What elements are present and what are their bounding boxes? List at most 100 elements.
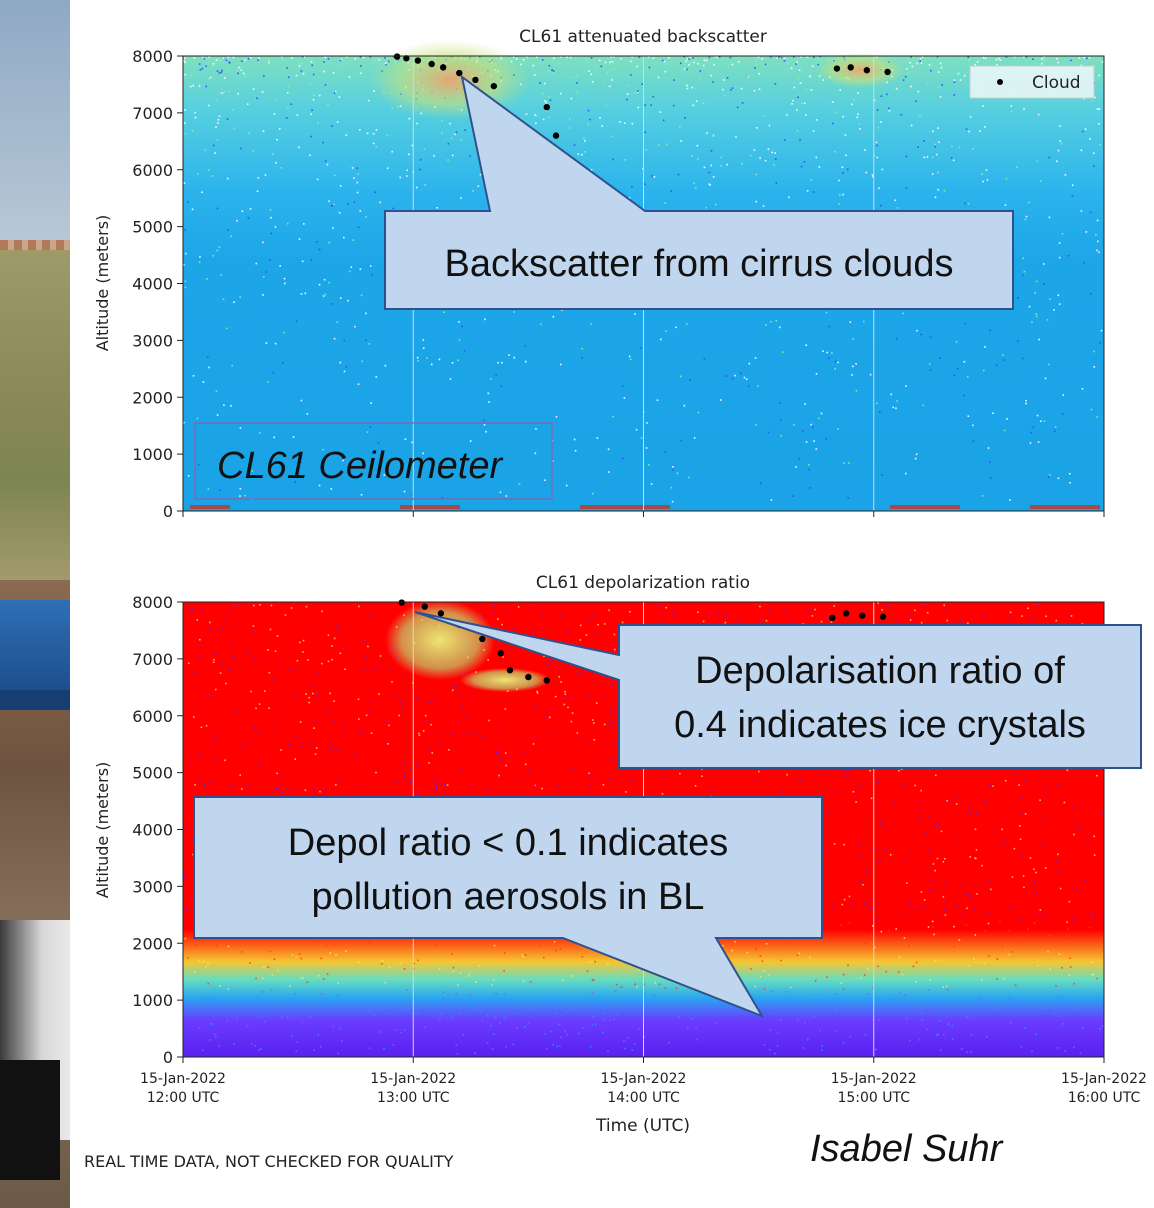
speckle [1046, 319, 1049, 321]
speckle [553, 732, 555, 734]
speckle [820, 620, 823, 623]
speckle [195, 754, 198, 757]
speckle [316, 178, 319, 181]
speckle [192, 837, 194, 840]
speckle [321, 610, 323, 613]
speckle [1034, 881, 1036, 884]
speckle [343, 730, 346, 732]
speckle [967, 415, 970, 417]
speckle [660, 621, 663, 623]
speckle [670, 190, 673, 192]
speckle [379, 655, 382, 657]
speckle [709, 184, 711, 186]
speckle [419, 168, 421, 171]
cloud-marker [490, 82, 498, 90]
cloud-marker [543, 677, 550, 684]
speckle [631, 122, 634, 125]
speckle [621, 621, 624, 624]
legend-cloud-label: Cloud [1032, 73, 1081, 93]
speckle [613, 67, 616, 69]
speckle [212, 144, 215, 147]
speckle [814, 999, 817, 1001]
speckle [1011, 876, 1014, 878]
surface-return [890, 505, 960, 509]
speckle [332, 943, 335, 946]
speckle [194, 711, 197, 713]
speckle [214, 738, 217, 740]
speckle [695, 187, 697, 189]
speckle [603, 623, 606, 625]
speckle [198, 609, 201, 612]
speckle [227, 945, 230, 948]
speckle [979, 130, 981, 132]
speckle [186, 827, 188, 829]
speckle [342, 648, 345, 650]
speckle [193, 970, 196, 973]
speckle [675, 987, 678, 990]
speckle [286, 222, 289, 225]
speckle [407, 1007, 410, 1010]
speckle [312, 98, 315, 101]
speckle [760, 482, 762, 485]
speckle [637, 1028, 640, 1030]
speckle [759, 975, 762, 978]
speckle [572, 76, 574, 79]
speckle [232, 56, 235, 59]
speckle [705, 59, 708, 62]
speckle [1011, 950, 1014, 953]
speckle [298, 65, 301, 67]
speckle [312, 719, 315, 722]
speckle [611, 1004, 614, 1007]
speckle [847, 462, 850, 464]
speckle [184, 109, 186, 111]
speckle [788, 196, 790, 199]
speckle [928, 363, 931, 365]
speckle [1086, 833, 1089, 835]
speckle [715, 1021, 717, 1024]
speckle [1096, 774, 1098, 777]
speckle [370, 273, 373, 276]
speckle [722, 88, 724, 91]
speckle [952, 159, 955, 162]
speckle [393, 695, 395, 698]
speckle [280, 775, 283, 778]
speckle [599, 116, 601, 119]
speckle [1092, 973, 1094, 976]
speckle [184, 61, 186, 64]
speckle [645, 447, 648, 449]
speckle [201, 56, 204, 58]
speckle [792, 99, 794, 102]
speckle [505, 764, 507, 767]
y-tick-label: 1000 [132, 445, 173, 464]
speckle [1067, 254, 1070, 257]
speckle [264, 690, 266, 692]
speckle [702, 102, 705, 105]
speckle [571, 712, 574, 714]
speckle [799, 779, 802, 781]
speckle [784, 139, 786, 141]
speckle [417, 359, 419, 362]
speckle [271, 677, 274, 679]
speckle [1096, 219, 1099, 222]
speckle [559, 948, 562, 950]
speckle [327, 104, 329, 106]
speckle [629, 358, 632, 361]
speckle [810, 179, 813, 181]
speckle [602, 783, 605, 786]
speckle [315, 241, 318, 243]
speckle [208, 104, 210, 107]
speckle [918, 1039, 921, 1041]
speckle [1003, 359, 1005, 361]
speckle [691, 1018, 694, 1020]
speckle [369, 426, 372, 429]
speckle [377, 442, 380, 444]
speckle [762, 970, 765, 972]
speckle [399, 962, 402, 965]
speckle [1080, 149, 1083, 152]
speckle [375, 771, 377, 774]
speckle [542, 692, 545, 695]
speckle [1099, 59, 1102, 62]
speckle [585, 634, 588, 636]
speckle [333, 700, 335, 702]
speckle [586, 970, 589, 972]
